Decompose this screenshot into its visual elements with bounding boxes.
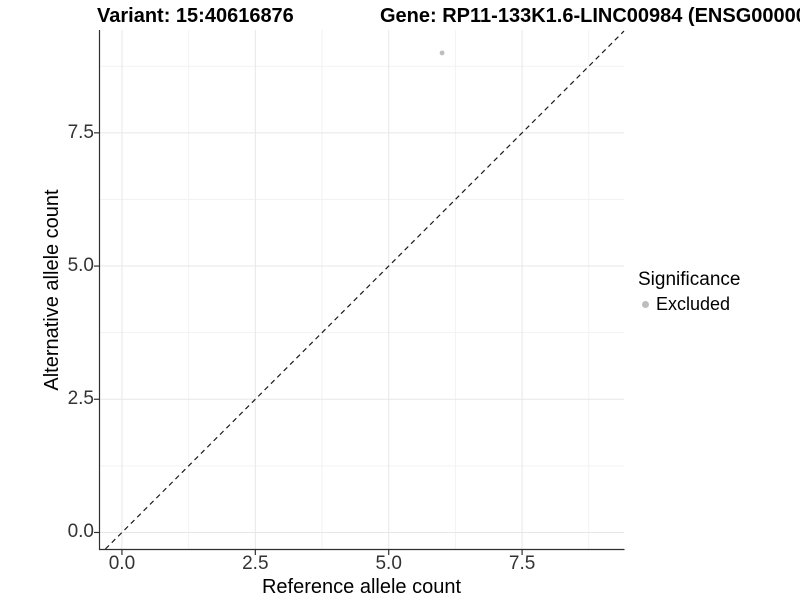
x-tick-label: 5.0 xyxy=(375,553,402,574)
legend-point-icon xyxy=(642,301,649,308)
x-tick-label: 0.0 xyxy=(108,553,136,574)
y-tick-label: 0.0 xyxy=(67,521,94,543)
legend-title: Significance xyxy=(638,269,741,290)
y-tick-label: 2.5 xyxy=(67,388,94,410)
identity-line xyxy=(104,30,625,550)
legend: Significance Excluded xyxy=(638,268,740,315)
y-tick-label: 5.0 xyxy=(67,255,94,277)
plot-title-variant: Variant: 15:40616876 xyxy=(97,5,294,27)
y-tick-label: 7.5 xyxy=(67,121,94,143)
x-axis-title: Reference allele count xyxy=(261,576,461,598)
plot-title-gene: Gene: RP11-133K1.6-LINC00984 (ENSG00000 xyxy=(380,5,800,27)
y-axis-title: Alternative allele count xyxy=(41,189,63,391)
x-tick-label: 2.5 xyxy=(242,553,269,574)
legend-item-label: Excluded xyxy=(656,294,731,314)
legend-item-excluded: Excluded xyxy=(638,294,740,315)
x-tick-label: 7.5 xyxy=(508,553,536,574)
data-point xyxy=(439,50,445,56)
